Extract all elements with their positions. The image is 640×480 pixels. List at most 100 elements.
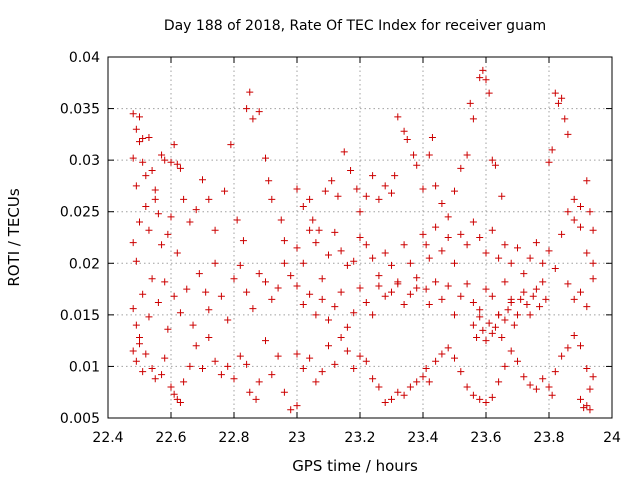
data-point [413, 378, 421, 386]
data-point [413, 284, 421, 292]
data-point [501, 278, 509, 286]
data-point [139, 158, 147, 166]
data-point [183, 285, 191, 293]
data-point [227, 141, 235, 149]
data-point [488, 292, 496, 300]
data-point [457, 164, 465, 172]
data-point [438, 199, 446, 207]
data-point [236, 352, 244, 360]
data-point [280, 237, 288, 245]
data-point [268, 295, 276, 303]
data-point [514, 357, 521, 365]
data-point [148, 275, 156, 283]
data-point [325, 251, 332, 259]
data-point [491, 161, 499, 169]
data-point [469, 298, 477, 306]
data-point [388, 189, 395, 197]
data-point [570, 195, 578, 203]
data-point [403, 136, 411, 144]
data-point [425, 301, 433, 309]
data-point [164, 230, 172, 238]
data-point [517, 295, 525, 303]
data-point [451, 354, 458, 362]
data-point [211, 259, 219, 267]
data-point [154, 210, 162, 218]
data-point [315, 226, 323, 234]
data-point [520, 373, 528, 381]
data-point [438, 295, 446, 303]
data-point [375, 282, 383, 290]
data-point [586, 406, 594, 414]
data-point [388, 395, 395, 403]
data-point [151, 195, 159, 203]
data-point [331, 303, 339, 311]
data-point [343, 347, 351, 355]
data-point [299, 203, 307, 211]
data-point [132, 125, 140, 133]
data-point [583, 249, 591, 257]
data-point [136, 340, 143, 348]
data-point [312, 239, 320, 247]
data-point [551, 89, 559, 97]
data-point [488, 226, 496, 234]
data-point [246, 388, 254, 396]
data-point [388, 261, 395, 269]
data-point [277, 216, 285, 224]
data-point [551, 264, 559, 272]
data-point [457, 230, 465, 238]
data-point [532, 285, 540, 293]
data-point [318, 295, 326, 303]
data-point [444, 213, 452, 221]
data-point [589, 275, 597, 283]
data-point [507, 298, 515, 306]
data-point [391, 172, 399, 180]
x-tick-label: 23 [288, 430, 306, 446]
data-point [233, 216, 241, 224]
data-point [129, 305, 137, 313]
x-tick-label: 22.4 [92, 430, 123, 446]
data-point [145, 313, 153, 321]
data-point [309, 216, 317, 224]
data-point [306, 290, 314, 298]
data-point [532, 385, 540, 393]
data-point [325, 316, 332, 324]
data-point [306, 226, 314, 234]
x-tick-label: 24 [603, 430, 621, 446]
data-point [205, 334, 213, 342]
data-point [510, 321, 518, 329]
data-point [488, 393, 496, 401]
data-point [195, 270, 203, 278]
data-point [457, 292, 465, 300]
data-point [381, 182, 389, 190]
data-point [148, 364, 156, 372]
data-point [356, 208, 364, 216]
data-point [564, 344, 572, 352]
data-point [394, 278, 402, 286]
y-tick-label: 0.015 [60, 308, 100, 324]
data-point [482, 76, 490, 84]
data-point [306, 195, 314, 203]
data-point [473, 334, 481, 342]
data-point [268, 371, 276, 379]
data-point [482, 249, 490, 257]
data-point [337, 288, 345, 296]
data-point [570, 295, 578, 303]
data-point [129, 154, 137, 162]
data-point [362, 241, 370, 249]
data-point [224, 316, 232, 324]
data-point [337, 247, 345, 255]
data-point [432, 357, 440, 365]
data-point [239, 237, 247, 245]
data-point [139, 368, 147, 376]
data-point [520, 270, 528, 278]
data-point [312, 378, 320, 386]
data-point [246, 88, 254, 96]
data-point [542, 295, 550, 303]
data-point [589, 226, 597, 234]
data-point [331, 360, 339, 368]
data-point [299, 259, 307, 267]
data-point [199, 364, 206, 372]
data-point [243, 360, 251, 368]
x-tick-label: 23.4 [407, 430, 438, 446]
data-point [406, 290, 414, 298]
